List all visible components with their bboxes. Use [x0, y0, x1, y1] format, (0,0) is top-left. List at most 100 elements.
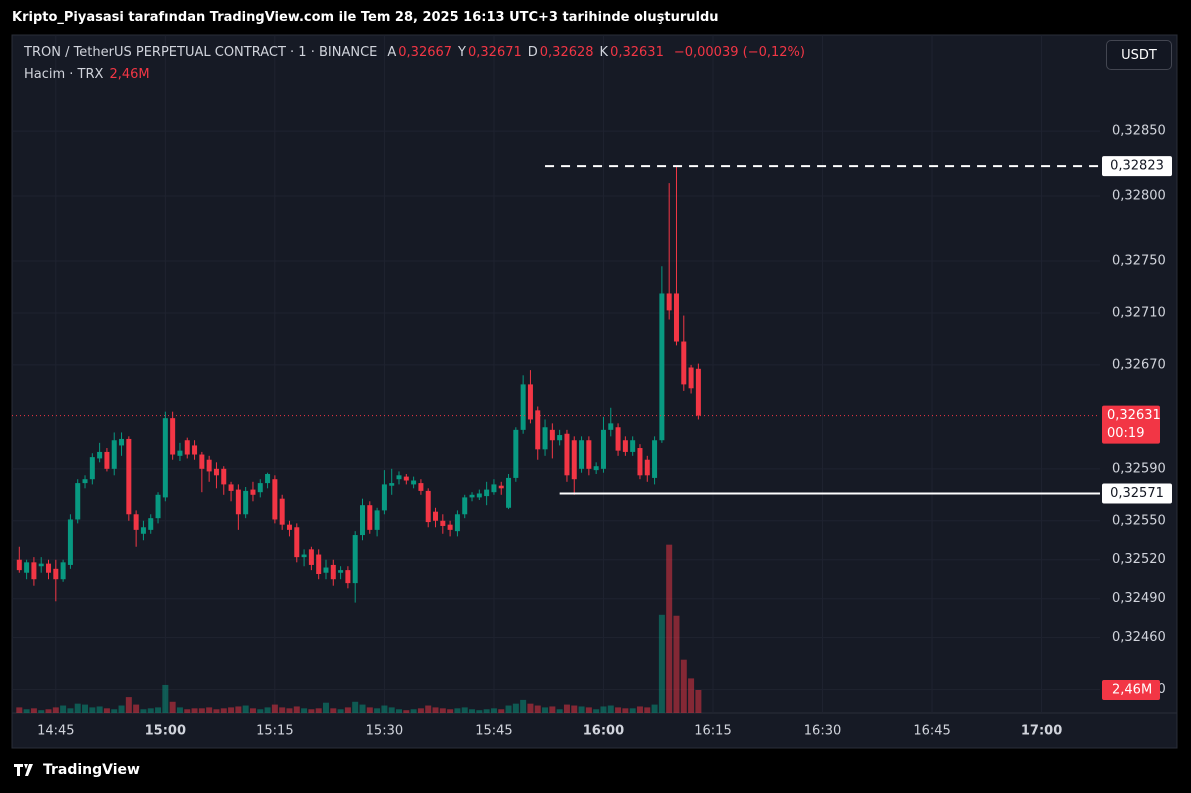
y-tick-label: 0,32490 — [1112, 591, 1166, 606]
candle-body — [213, 468, 219, 476]
volume-bar — [118, 705, 125, 713]
candle-body — [688, 367, 694, 389]
volume-bar — [447, 709, 454, 713]
volume-bar — [45, 709, 52, 713]
volume-bar — [425, 705, 432, 713]
symbol-title: TRON / TetherUS PERPETUAL CONTRACT · 1 ·… — [24, 45, 378, 60]
volume-bar — [352, 701, 359, 713]
volume-bar — [527, 703, 534, 713]
volume-bar — [432, 707, 439, 713]
volume-bar — [249, 708, 256, 713]
x-tick-label: 16:45 — [913, 724, 950, 739]
x-tick-label: 15:15 — [256, 724, 293, 739]
volume-bar — [198, 708, 205, 713]
volume-bar — [578, 706, 585, 713]
candle-body — [579, 440, 585, 469]
candle-body — [243, 490, 249, 515]
volume-bar — [242, 705, 249, 713]
volume-bar — [585, 707, 592, 713]
volume-bar — [111, 709, 118, 713]
candle-body — [571, 440, 577, 480]
candle-body — [557, 435, 563, 441]
candle-body — [97, 451, 103, 459]
candle-body — [206, 459, 212, 472]
y-tick-label: 0,32550 — [1112, 513, 1166, 528]
candle-body — [162, 418, 168, 498]
volume-bar — [140, 709, 147, 713]
ohlc-value: 0,32631 — [610, 45, 664, 60]
x-tick-label: 15:45 — [475, 724, 512, 739]
volume-bar — [67, 708, 74, 713]
y-tick-label: 0,32850 — [1112, 124, 1166, 139]
volume-bar — [301, 708, 308, 713]
volume-bar — [16, 707, 23, 713]
volume-bar — [498, 709, 505, 713]
volume-bar — [556, 709, 563, 713]
volume-bar — [571, 705, 578, 713]
ohlc-key: Y — [458, 45, 466, 60]
candle-body — [170, 418, 176, 455]
candle-body — [608, 423, 614, 430]
candle-body — [359, 505, 365, 536]
price-line-label-box — [1102, 483, 1172, 504]
candle-body — [235, 489, 241, 515]
volume-bar — [680, 659, 687, 713]
volume-bar — [133, 704, 140, 713]
volume-bar — [476, 710, 483, 713]
currency-button[interactable]: USDT — [1106, 40, 1172, 70]
y-tick-label: 0,32590 — [1112, 461, 1166, 476]
candle-body — [294, 527, 300, 558]
volume-bar — [629, 708, 636, 713]
candle-body — [250, 489, 256, 495]
volume-label: 2,46M — [1112, 682, 1152, 697]
candle-body — [549, 429, 555, 441]
volume-bar — [688, 678, 695, 713]
candle-body — [637, 448, 643, 476]
candle-body — [184, 440, 190, 455]
x-tick-label: 15:30 — [366, 724, 403, 739]
ohlc-key: D — [527, 45, 538, 60]
volume-bar — [330, 708, 337, 713]
candle-body — [323, 567, 329, 573]
candle-body — [527, 384, 533, 420]
volume-bar — [30, 708, 37, 713]
ohlc-value: 0,32671 — [468, 45, 522, 60]
price-line-label: 0,32571 — [1110, 486, 1164, 501]
volume-bar — [658, 614, 665, 713]
volume-bar — [534, 705, 541, 713]
volume-bar — [235, 706, 242, 713]
ohlc-values: A 0,32667 Y 0,32671 D 0,32628 K 0,32631 — [383, 45, 663, 60]
volume-bar — [695, 689, 702, 713]
volume-bar — [293, 706, 300, 713]
candle-body — [644, 459, 650, 476]
candle-body — [673, 293, 679, 342]
candle-body — [330, 564, 336, 580]
candle-body — [389, 483, 395, 486]
volume-bar — [469, 709, 476, 713]
volume-bar — [563, 704, 570, 713]
candle-body — [279, 498, 285, 525]
candle-body — [286, 524, 292, 530]
candle-body — [520, 384, 526, 430]
candle-body — [381, 484, 387, 511]
y-tick-label: 0,32750 — [1112, 254, 1166, 269]
candle-body — [257, 483, 263, 493]
candle-body — [345, 570, 351, 584]
candle-body — [367, 505, 373, 530]
volume-bar — [366, 707, 373, 713]
volume-bar — [125, 697, 132, 713]
candle-body — [60, 562, 66, 580]
candle-body — [418, 483, 424, 491]
candle-body — [425, 490, 431, 523]
volume-bar — [410, 709, 417, 713]
candle-body — [119, 438, 125, 446]
candle-body — [600, 429, 606, 469]
volume-bar — [439, 708, 446, 713]
volume-bar — [600, 706, 607, 713]
volume-bar — [607, 705, 614, 713]
candle-body — [374, 510, 380, 530]
candle-body — [308, 549, 314, 565]
last-price-label: 0,32631 — [1107, 408, 1161, 423]
